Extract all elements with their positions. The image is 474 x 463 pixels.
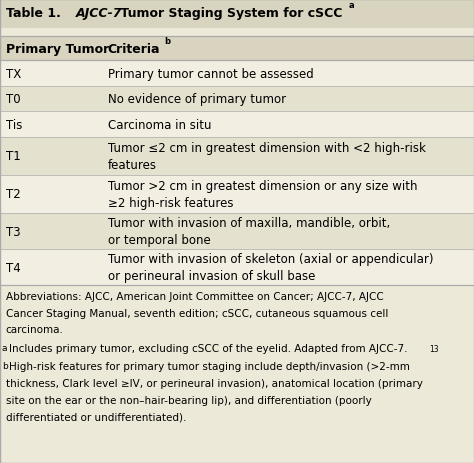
Text: Tumor ≤2 cm in greatest dimension with <2 high-risk
features: Tumor ≤2 cm in greatest dimension with <…: [108, 142, 426, 171]
Bar: [0, 0, 474, 29]
Text: differentiated or undifferentiated).: differentiated or undifferentiated).: [6, 412, 186, 422]
Text: T2: T2: [6, 188, 20, 201]
Text: Carcinoma in situ: Carcinoma in situ: [108, 118, 211, 131]
Text: carcinoma.: carcinoma.: [6, 325, 64, 335]
Bar: [0, 175, 474, 213]
Text: Tis: Tis: [6, 118, 22, 131]
Bar: [0, 37, 474, 61]
Text: Primary Tumor: Primary Tumor: [6, 43, 109, 56]
Text: a: a: [349, 1, 355, 10]
Text: Table 1.: Table 1.: [6, 7, 65, 20]
Text: High-risk features for primary tumor staging include depth/invasion (>2-mm: High-risk features for primary tumor sta…: [9, 362, 410, 372]
Bar: [0, 61, 474, 87]
Text: Primary tumor cannot be assessed: Primary tumor cannot be assessed: [108, 67, 313, 81]
Text: Tumor with invasion of skeleton (axial or appendicular)
or perineural invasion o: Tumor with invasion of skeleton (axial o…: [108, 253, 433, 282]
Bar: [0, 29, 474, 37]
Text: T0: T0: [6, 93, 20, 106]
Text: Includes primary tumor, excluding cSCC of the eyelid. Adapted from AJCC-7.: Includes primary tumor, excluding cSCC o…: [9, 343, 407, 353]
Text: a: a: [2, 343, 8, 352]
Bar: [0, 250, 474, 286]
Text: T4: T4: [6, 261, 20, 274]
Text: Tumor with invasion of maxilla, mandible, orbit,
or temporal bone: Tumor with invasion of maxilla, mandible…: [108, 217, 390, 246]
Text: Criteria: Criteria: [108, 43, 160, 56]
Text: AJCC-7: AJCC-7: [75, 7, 122, 20]
Text: b: b: [2, 362, 8, 370]
Bar: [0, 87, 474, 112]
Text: Cancer Staging Manual, seventh edition; cSCC, cutaneous squamous cell: Cancer Staging Manual, seventh edition; …: [6, 308, 388, 318]
Text: site on the ear or the non–hair-bearing lip), and differentiation (poorly: site on the ear or the non–hair-bearing …: [6, 395, 372, 405]
Text: T3: T3: [6, 225, 20, 238]
Bar: [0, 213, 474, 250]
Text: Tumor >2 cm in greatest dimension or any size with
≥2 high-risk features: Tumor >2 cm in greatest dimension or any…: [108, 180, 417, 209]
Text: T1: T1: [6, 150, 20, 163]
Bar: [0, 138, 474, 175]
Text: b: b: [164, 37, 171, 46]
Text: 13: 13: [429, 344, 439, 353]
Text: Abbreviations: AJCC, American Joint Committee on Cancer; AJCC-7, AJCC: Abbreviations: AJCC, American Joint Comm…: [6, 291, 383, 301]
Text: thickness, Clark level ≥IV, or perineural invasion), anatomical location (primar: thickness, Clark level ≥IV, or perineura…: [6, 378, 422, 388]
Text: No evidence of primary tumor: No evidence of primary tumor: [108, 93, 286, 106]
Bar: [0, 112, 474, 138]
Text: TX: TX: [6, 67, 21, 81]
Text: Tumor Staging System for cSCC: Tumor Staging System for cSCC: [116, 7, 343, 20]
